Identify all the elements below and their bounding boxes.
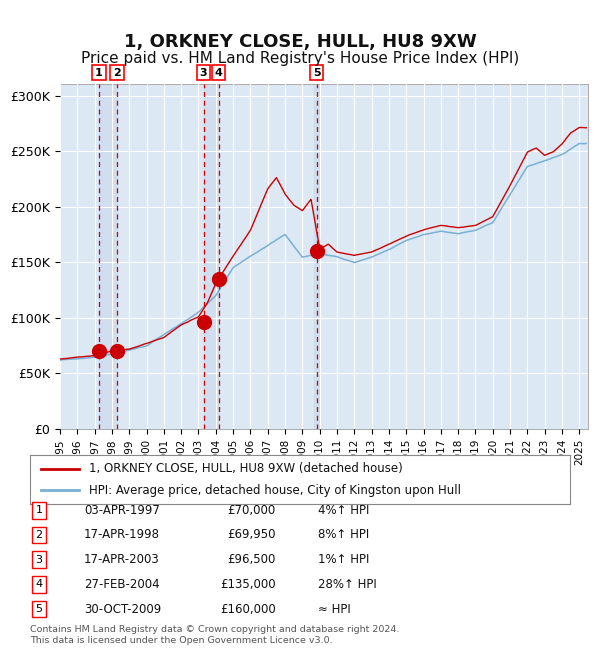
Bar	[99, 84, 117, 429]
Text: 5: 5	[313, 68, 320, 77]
Text: 4: 4	[215, 68, 223, 77]
Text: Contains HM Land Registry data © Crown copyright and database right 2024.
This d: Contains HM Land Registry data © Crown c…	[30, 625, 400, 645]
Text: 3: 3	[35, 554, 43, 565]
Text: £135,000: £135,000	[220, 578, 276, 591]
Text: 03-APR-1997: 03-APR-1997	[84, 504, 160, 517]
Text: Price paid vs. HM Land Registry's House Price Index (HPI): Price paid vs. HM Land Registry's House …	[81, 51, 519, 66]
Text: 27-FEB-2004: 27-FEB-2004	[84, 578, 160, 591]
Text: 28%↑ HPI: 28%↑ HPI	[318, 578, 377, 591]
Text: 2: 2	[113, 68, 121, 77]
Text: ≈ HPI: ≈ HPI	[318, 603, 351, 616]
Bar	[314, 84, 319, 429]
Text: 1, ORKNEY CLOSE, HULL, HU8 9XW: 1, ORKNEY CLOSE, HULL, HU8 9XW	[124, 33, 476, 51]
Text: £160,000: £160,000	[220, 603, 276, 616]
Text: 17-APR-2003: 17-APR-2003	[84, 553, 160, 566]
Text: £69,950: £69,950	[227, 528, 276, 541]
Text: 2: 2	[35, 530, 43, 540]
Text: 1: 1	[35, 505, 43, 515]
Text: 4: 4	[35, 579, 43, 590]
Text: 3: 3	[200, 68, 208, 77]
Bar	[203, 84, 218, 429]
Text: 17-APR-1998: 17-APR-1998	[84, 528, 160, 541]
Text: 4%↑ HPI: 4%↑ HPI	[318, 504, 370, 517]
Text: 30-OCT-2009: 30-OCT-2009	[84, 603, 161, 616]
Text: £70,000: £70,000	[228, 504, 276, 517]
Text: £96,500: £96,500	[227, 553, 276, 566]
Text: 5: 5	[35, 604, 43, 614]
Text: 1, ORKNEY CLOSE, HULL, HU8 9XW (detached house): 1, ORKNEY CLOSE, HULL, HU8 9XW (detached…	[89, 462, 403, 475]
Text: 1%↑ HPI: 1%↑ HPI	[318, 553, 370, 566]
Text: 1: 1	[95, 68, 103, 77]
Text: 8%↑ HPI: 8%↑ HPI	[318, 528, 369, 541]
Text: HPI: Average price, detached house, City of Kingston upon Hull: HPI: Average price, detached house, City…	[89, 484, 461, 497]
